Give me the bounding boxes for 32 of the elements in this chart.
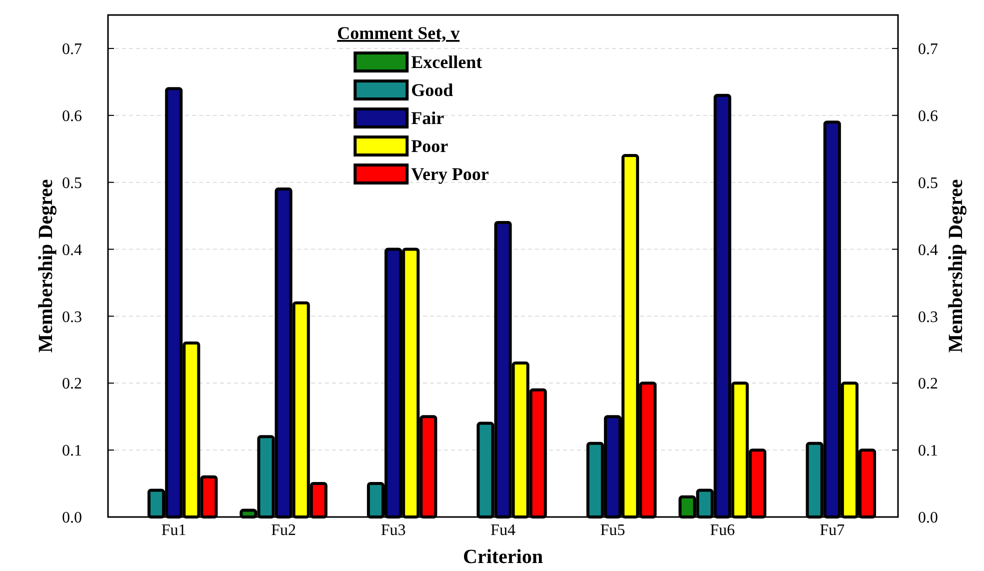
y2-axis-title: Membership Degree	[945, 179, 967, 353]
legend-label: Good	[411, 80, 454, 100]
x-tick-label: Fu5	[600, 522, 626, 539]
x-tick-label: Fu3	[380, 522, 406, 539]
y2-tick-label: 0.0	[918, 510, 938, 527]
y2-tick-label: 0.7	[918, 41, 938, 58]
legend-title: Comment Set, v	[337, 23, 460, 43]
y2-tick-label: 0.2	[918, 376, 938, 393]
x-tick-label: Fu4	[490, 522, 516, 539]
y2-tick-label: 0.3	[918, 308, 938, 326]
x-tick-label: Fu6	[710, 522, 735, 539]
y-tick-label: 0.0	[62, 510, 82, 527]
y-tick-label: 0.1	[62, 442, 82, 460]
y-tick-label: 0.6	[62, 108, 82, 125]
legend-label: Poor	[411, 136, 448, 156]
x-tick-label: Fu1	[161, 522, 186, 539]
x-tick-label: Fu7	[820, 522, 845, 539]
y-tick-label: 0.7	[62, 41, 82, 58]
y-tick-label: 0.4	[62, 242, 82, 259]
y-tick-label: 0.3	[62, 308, 82, 326]
y2-tick-label: 0.5	[918, 174, 938, 192]
x-axis-title: Criterion	[463, 546, 543, 568]
legend-label: Excellent	[411, 52, 482, 72]
y-tick-label: 0.2	[62, 376, 82, 393]
y-tick-label: 0.5	[62, 174, 82, 192]
legend-label: Fair	[411, 108, 444, 128]
x-tick-label: Fu2	[271, 522, 296, 539]
legend-label: Very Poor	[411, 164, 489, 184]
y2-tick-label: 0.1	[918, 442, 938, 460]
y2-tick-label: 0.4	[918, 242, 938, 259]
y-axis-title: Membership Degree	[35, 179, 57, 353]
y2-tick-label: 0.6	[918, 108, 938, 125]
